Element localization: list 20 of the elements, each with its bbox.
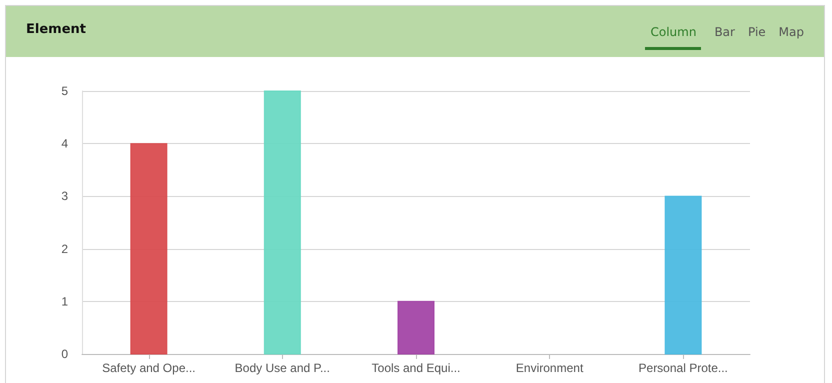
y-tick-label: 5 bbox=[61, 84, 68, 98]
x-tick-label: Safety and Ope... bbox=[102, 361, 196, 375]
y-tick-label: 3 bbox=[61, 189, 68, 204]
y-tick-label: 2 bbox=[61, 242, 68, 256]
x-tick-label: Environment bbox=[516, 361, 584, 375]
text: Bar bbox=[714, 25, 735, 41]
x-tick-label: Personal Prote... bbox=[638, 361, 728, 375]
bar bbox=[664, 196, 702, 354]
bar bbox=[398, 300, 434, 354]
bar bbox=[130, 143, 168, 354]
x-tick-label: Body Use and P... bbox=[234, 361, 330, 375]
bar bbox=[264, 90, 301, 354]
y-tick-label: 1 bbox=[61, 294, 68, 308]
y-tick-label: 0 bbox=[61, 347, 68, 361]
text: Column bbox=[645, 25, 702, 50]
text: Map bbox=[778, 25, 804, 41]
x-tick-label: Tools and Equi... bbox=[372, 361, 460, 375]
y-tick-label: 4 bbox=[61, 136, 68, 151]
text: Pie bbox=[748, 25, 766, 41]
chart-title: Element bbox=[26, 22, 86, 37]
